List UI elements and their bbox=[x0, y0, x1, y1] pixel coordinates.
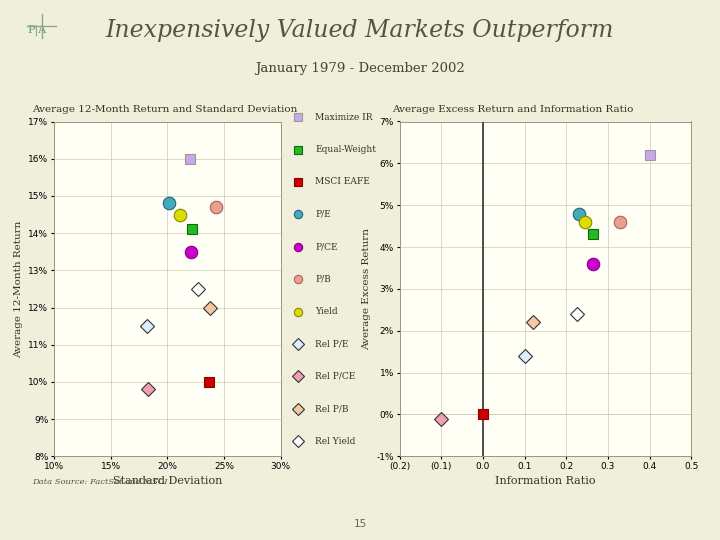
Text: January 1979 - December 2002: January 1979 - December 2002 bbox=[255, 62, 465, 75]
Text: P|A: P|A bbox=[27, 24, 47, 36]
Text: 15: 15 bbox=[354, 519, 366, 529]
Text: Data Source: FactSet and MSCI: Data Source: FactSet and MSCI bbox=[32, 478, 168, 486]
Text: Maximize IR: Maximize IR bbox=[315, 113, 373, 122]
Text: Rel P/E: Rel P/E bbox=[315, 340, 349, 348]
X-axis label: Information Ratio: Information Ratio bbox=[495, 476, 595, 487]
X-axis label: Standard Deviation: Standard Deviation bbox=[113, 476, 222, 487]
Text: MSCI EAFE: MSCI EAFE bbox=[315, 178, 370, 186]
Text: Rel P/B: Rel P/B bbox=[315, 404, 349, 413]
Text: Rel P/CE: Rel P/CE bbox=[315, 372, 356, 381]
Text: Average Excess Return and Information Ratio: Average Excess Return and Information Ra… bbox=[392, 105, 634, 114]
Y-axis label: Average Excess Return: Average Excess Return bbox=[362, 228, 371, 350]
Text: Rel Yield: Rel Yield bbox=[315, 437, 356, 445]
Text: P/E: P/E bbox=[315, 210, 331, 219]
Text: Inexpensively Valued Markets Outperform: Inexpensively Valued Markets Outperform bbox=[106, 19, 614, 42]
Text: Equal-Weight: Equal-Weight bbox=[315, 145, 377, 154]
Text: Yield: Yield bbox=[315, 307, 338, 316]
Y-axis label: Average 12-Month Return: Average 12-Month Return bbox=[14, 220, 23, 357]
Text: Average 12-Month Return and Standard Deviation: Average 12-Month Return and Standard Dev… bbox=[32, 105, 298, 114]
Text: P/CE: P/CE bbox=[315, 242, 338, 251]
Text: P/B: P/B bbox=[315, 275, 331, 284]
